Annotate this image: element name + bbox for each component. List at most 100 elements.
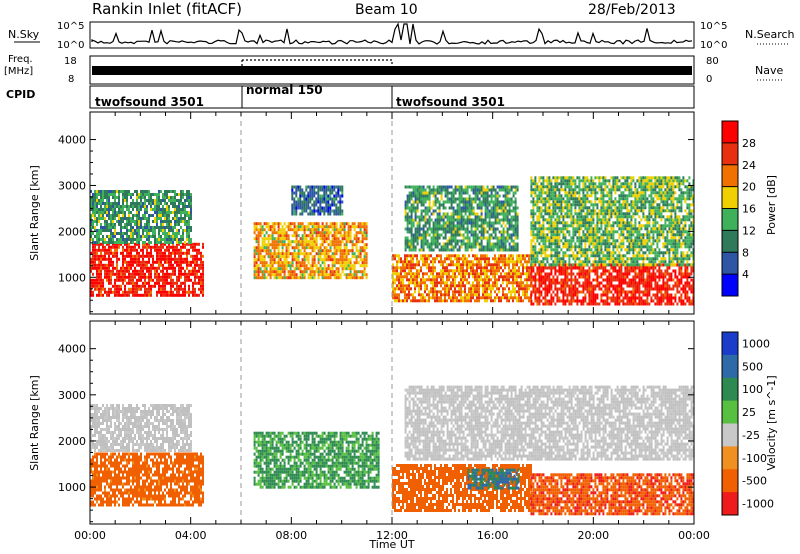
data-cell [142, 246, 144, 249]
data-cell [124, 291, 126, 294]
data-cell [180, 190, 182, 193]
data-cell [174, 202, 176, 205]
data-cell [282, 255, 284, 258]
data-cell [346, 243, 348, 246]
data-cell [295, 201, 297, 204]
data-cell [150, 276, 152, 279]
data-cell [144, 282, 146, 285]
data-cell [318, 267, 320, 270]
data-cell [268, 234, 270, 237]
data-cell [202, 270, 204, 273]
data-cell [96, 282, 98, 285]
data-cell [100, 193, 102, 196]
data-cell [98, 264, 100, 267]
data-cell [186, 199, 188, 202]
data-cell [170, 246, 172, 249]
data-cell [128, 276, 130, 279]
data-cell [170, 276, 172, 279]
data-cell [158, 190, 160, 193]
data-cell [330, 276, 332, 279]
data-cell [334, 252, 336, 255]
data-cell [146, 291, 148, 294]
data-cell [354, 255, 356, 258]
data-cell [108, 199, 110, 202]
data-cell [102, 211, 104, 214]
data-cell [312, 225, 314, 228]
data-cell [304, 234, 306, 237]
data-cell [348, 264, 350, 267]
data-cell [166, 238, 168, 241]
data-cell [162, 276, 164, 279]
data-cell [298, 258, 300, 261]
data-cell [116, 258, 118, 261]
data-cell [172, 249, 174, 252]
data-cell [106, 220, 108, 223]
data-cell [152, 214, 154, 217]
data-cell [256, 240, 258, 243]
data-cell [324, 273, 326, 276]
data-cell [172, 199, 174, 202]
data-cell [176, 238, 178, 241]
data-cell [126, 264, 128, 267]
data-cell [178, 223, 180, 226]
data-cell [320, 264, 322, 267]
data-cell [156, 223, 158, 226]
data-cell [186, 258, 188, 261]
data-cell [286, 243, 288, 246]
data-cell [202, 243, 204, 246]
data-cell [112, 264, 114, 267]
data-cell [98, 285, 100, 288]
data-cell [92, 202, 94, 205]
data-cell [150, 267, 152, 270]
data-cell [154, 241, 156, 244]
data-cell [156, 211, 158, 214]
data-cell [192, 267, 194, 270]
data-cell [124, 214, 126, 217]
data-cell [188, 279, 190, 282]
data-cell [172, 226, 174, 229]
data-cell [158, 193, 160, 196]
data-cell [310, 231, 312, 234]
data-cell [200, 282, 202, 285]
data-cell [148, 190, 150, 193]
data-cell [282, 261, 284, 264]
data-cell [280, 270, 282, 273]
data-cell [334, 264, 336, 267]
data-cell [128, 279, 130, 282]
data-cell [296, 273, 298, 276]
data-cell [156, 261, 158, 264]
data-cell [334, 228, 336, 231]
data-cell [310, 234, 312, 237]
data-cell [272, 264, 274, 267]
data-cell [346, 276, 348, 279]
data-cell [308, 252, 310, 255]
data-cell [138, 241, 140, 244]
data-cell [350, 261, 352, 264]
data-cell [136, 202, 138, 205]
data-cell [180, 193, 182, 196]
data-cell [154, 202, 156, 205]
data-cell [272, 246, 274, 249]
data-cell [118, 279, 120, 282]
data-cell [298, 255, 300, 258]
data-cell [178, 279, 180, 282]
data-cell [152, 235, 154, 238]
data-cell [164, 217, 166, 220]
data-cell [140, 235, 142, 238]
data-cell [186, 267, 188, 270]
data-cell [150, 246, 152, 249]
data-cell [186, 193, 188, 196]
data-cell [128, 264, 130, 267]
data-cell [354, 225, 356, 228]
data-cell [160, 285, 162, 288]
data-cell [148, 276, 150, 279]
data-cell [338, 231, 340, 234]
data-cell [322, 249, 324, 252]
data-cell [96, 196, 98, 199]
data-cell [128, 270, 130, 273]
data-cell [332, 237, 334, 240]
data-cell [156, 238, 158, 241]
data-cell [108, 229, 110, 232]
data-cell [320, 249, 322, 252]
data-cell [323, 210, 325, 213]
